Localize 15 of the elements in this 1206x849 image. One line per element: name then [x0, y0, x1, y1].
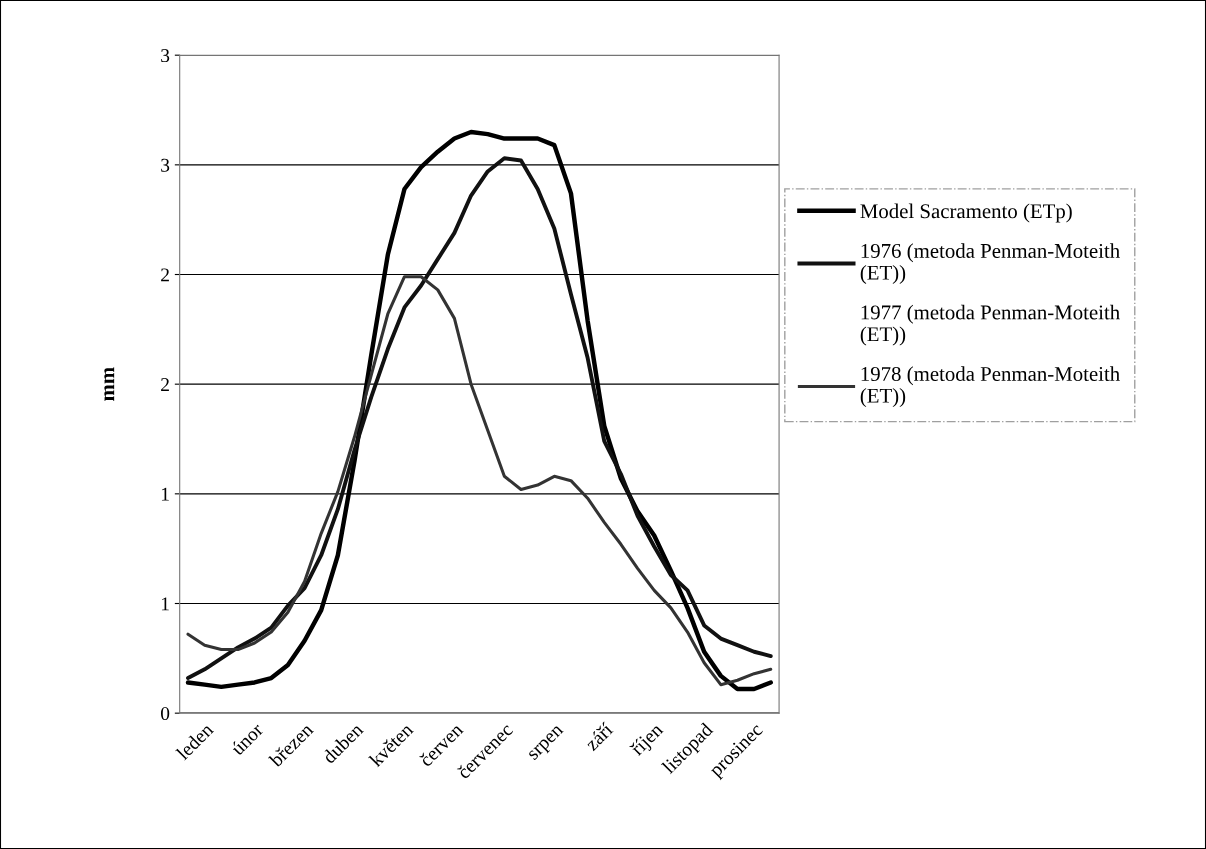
- y-tick-label: 1: [161, 487, 169, 501]
- x-tick-label: únor: [229, 721, 265, 757]
- line-series: [186, 275, 773, 687]
- y-tick-label: 0: [160, 706, 170, 721]
- y-axis-title: mm: [104, 367, 115, 401]
- y-tick-label: 2: [161, 378, 169, 391]
- text: 1977 (metoda Penman-Moteith (ET)): [860, 304, 1120, 346]
- y-tick-label: 3: [161, 158, 170, 172]
- x-tick-label: září: [584, 721, 614, 752]
- y-tick-label: 2: [161, 268, 169, 282]
- legend-label: 1978 (metoda Penman-Moteith (ET)): [860, 366, 1120, 407]
- y-tick-label: 3: [161, 49, 170, 63]
- legend-label: Model Sacramento (ETp): [860, 203, 1072, 223]
- legend-label: 1976 (metoda Penman-Moteith (ET)): [860, 243, 1120, 284]
- y-tick-label: 1: [161, 597, 169, 611]
